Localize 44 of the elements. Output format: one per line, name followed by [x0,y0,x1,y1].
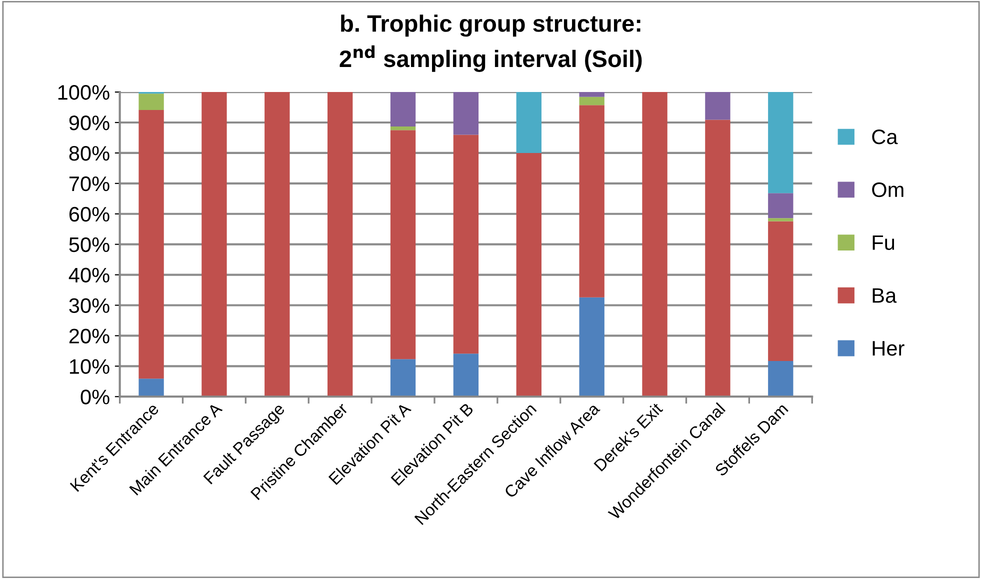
bar [390,126,416,130]
y-tick-label: 30% [69,298,110,314]
bar [579,105,604,298]
bar [202,92,227,397]
bar [390,92,416,126]
legend-label: Ba [872,288,897,303]
bar [327,92,353,397]
bar [768,221,794,361]
bar [705,92,730,120]
y-tick-label: 100% [58,85,110,100]
bar [138,378,164,397]
legend-label: Om [872,182,904,198]
bar [579,92,604,97]
y-tick-label: 10% [70,359,110,374]
chart-title: b. Trophic group structure: 2$^{nd}$ sampling interval (Soil) [340,14,642,72]
bar [768,360,794,397]
bar [264,92,290,397]
y-tick-label: 0% [80,390,110,404]
y-tick-label: 80% [69,146,110,161]
bar [138,110,164,379]
y-tick-label: 40% [68,268,110,283]
bar [516,152,542,397]
bar [516,92,542,153]
legend-label: Fu [872,235,894,250]
bar [390,130,416,360]
y-tick-label: 20% [69,328,110,344]
y-tick-label: 70% [69,176,110,192]
bar [390,359,416,397]
bar [705,120,730,397]
bar [453,92,479,135]
bar [453,354,479,397]
legend-label: Her [872,341,904,356]
bar [642,92,668,397]
bar [768,92,794,194]
bar [453,134,479,354]
y-tick-label: 60% [69,206,110,222]
bar [768,193,794,218]
y-tick-label: 90% [69,116,110,130]
bar [138,94,164,110]
bar [579,297,604,397]
legend-label: Ca [872,130,898,144]
y-tick-label: 50% [69,237,110,252]
bar [579,96,604,106]
bar [768,218,794,222]
